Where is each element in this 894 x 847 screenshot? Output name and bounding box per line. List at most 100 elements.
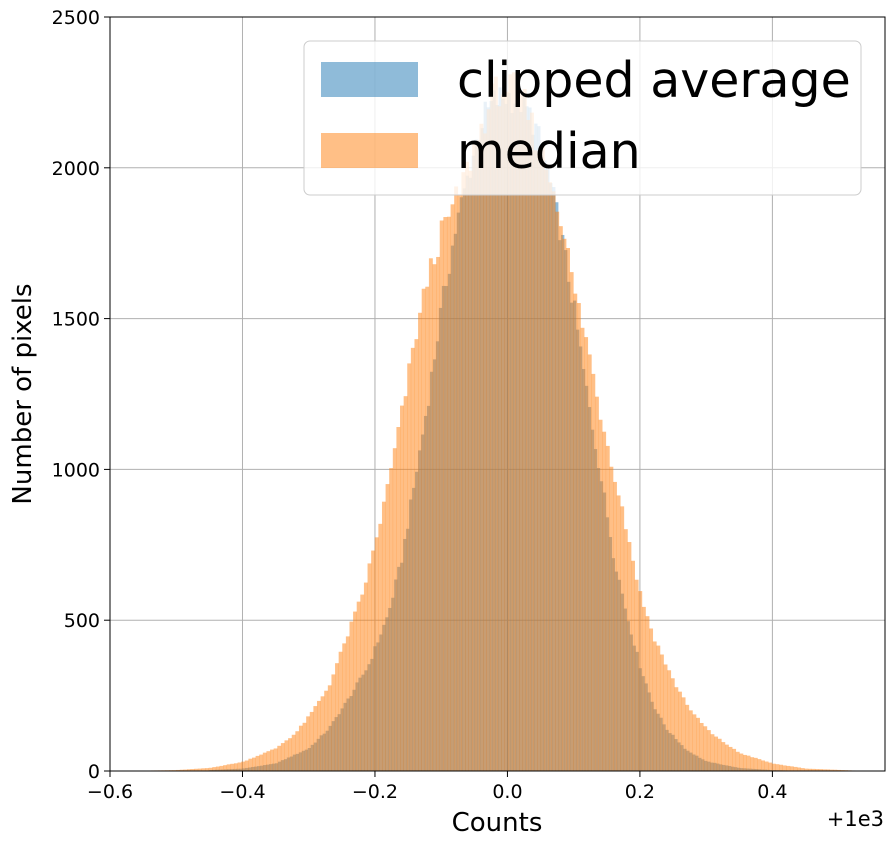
histogram-bar xyxy=(804,768,809,771)
histogram-bar xyxy=(613,481,617,771)
x-tick-label: −0.4 xyxy=(219,781,265,803)
histogram-bar xyxy=(392,448,397,771)
y-tick-label: 500 xyxy=(64,610,100,632)
y-tick-label: 1000 xyxy=(52,459,100,481)
histogram-bar xyxy=(771,763,776,771)
legend: clipped average median xyxy=(303,40,862,196)
histogram-bar xyxy=(724,744,729,771)
histogram-bar xyxy=(573,293,578,771)
histogram-bar xyxy=(685,704,690,771)
histogram-bar xyxy=(320,696,325,771)
histogram-bar xyxy=(183,769,188,771)
histogram-bar xyxy=(450,204,455,771)
histogram-bar xyxy=(710,734,715,771)
histogram-bar xyxy=(659,654,664,771)
histogram-bar xyxy=(252,757,256,771)
y-tick-label: 2000 xyxy=(52,158,100,180)
x-tick-label: 0.2 xyxy=(625,781,655,803)
histogram-bar xyxy=(374,537,379,771)
histogram-bars xyxy=(136,72,859,772)
histogram-bar xyxy=(605,445,610,771)
histogram-bar xyxy=(414,339,419,771)
histogram-bar xyxy=(746,755,751,771)
histogram-bar xyxy=(248,758,253,771)
histogram-bar xyxy=(501,94,506,772)
histogram-bar xyxy=(750,757,755,771)
histogram-bar xyxy=(360,594,365,771)
histogram-bar xyxy=(472,144,477,771)
histogram-bar xyxy=(432,264,437,771)
histogram-bar xyxy=(627,542,632,771)
histogram-bar xyxy=(782,765,787,771)
histogram-bar xyxy=(223,765,228,771)
histogram-bar xyxy=(598,419,603,771)
y-tick-label: 1500 xyxy=(52,309,100,331)
histogram-bar xyxy=(425,286,430,771)
histogram-bar xyxy=(670,678,675,771)
histogram-bar xyxy=(634,579,639,771)
histogram-bar xyxy=(732,748,737,771)
histogram-bar xyxy=(609,466,614,771)
plot-area-frame xyxy=(109,16,886,772)
histogram-bar xyxy=(504,91,509,772)
histogram-bar xyxy=(674,687,679,771)
histogram-bar xyxy=(338,651,343,771)
histogram-bar xyxy=(461,172,466,772)
histogram-bar xyxy=(699,722,704,771)
histogram-bar xyxy=(562,238,567,771)
histogram-bar xyxy=(403,396,408,771)
histogram-bar xyxy=(335,663,339,771)
histogram-bar xyxy=(742,754,747,771)
histogram-bar xyxy=(551,191,556,771)
histogram-bar xyxy=(327,685,332,771)
histogram-bar xyxy=(761,760,765,771)
histogram-bar xyxy=(508,74,513,772)
histogram-bar xyxy=(197,768,202,771)
histogram-bar xyxy=(443,217,448,771)
histogram-bar xyxy=(400,405,404,771)
histogram-bar xyxy=(717,738,722,771)
y-tick-label: 0 xyxy=(88,761,100,783)
histogram-bar xyxy=(483,133,487,771)
histogram-bar xyxy=(316,700,321,771)
histogram-bar xyxy=(302,722,307,771)
histogram-bar xyxy=(649,628,654,771)
histogram-bar xyxy=(775,764,780,771)
histogram-bar xyxy=(277,745,282,771)
histogram-bar xyxy=(721,742,726,771)
histogram-bar xyxy=(273,748,278,771)
axis-ticks: −0.6 −0.4 −0.2 0.0 0.2 0.4 0 500 1000 1500 2000 250… xyxy=(52,7,788,803)
histogram-bar xyxy=(706,730,711,771)
histogram-bar xyxy=(176,769,181,771)
legend-swatch-median xyxy=(321,133,418,168)
histogram-bar xyxy=(757,759,762,771)
histogram-bar xyxy=(511,72,516,772)
histogram-bar xyxy=(566,248,571,771)
histogram-bar xyxy=(829,769,834,771)
histogram-bar xyxy=(212,767,217,771)
x-tick-label: 0.0 xyxy=(492,781,522,803)
histogram-bar xyxy=(515,76,520,771)
histogram-bar xyxy=(241,761,246,771)
histogram-bar xyxy=(631,560,635,771)
histogram-bar xyxy=(580,327,585,771)
histogram-bar xyxy=(457,195,462,772)
histogram-bar xyxy=(349,621,354,771)
histogram-bar xyxy=(410,347,415,771)
histogram-bar xyxy=(692,714,697,771)
histogram-bar xyxy=(537,152,542,771)
histogram-bar xyxy=(385,484,390,771)
histogram-bar xyxy=(367,563,372,771)
histogram-bar xyxy=(190,769,195,771)
histogram-bar xyxy=(735,751,740,771)
histogram-bar xyxy=(533,150,538,771)
histogram-bar xyxy=(255,755,260,771)
histogram-bar xyxy=(836,769,841,771)
histogram-bar xyxy=(584,337,589,771)
histogram-bar xyxy=(266,751,271,771)
histogram-bar xyxy=(468,170,473,771)
histogram-bar xyxy=(519,91,524,772)
histogram-bar xyxy=(439,220,444,771)
histogram-bar xyxy=(789,766,794,771)
